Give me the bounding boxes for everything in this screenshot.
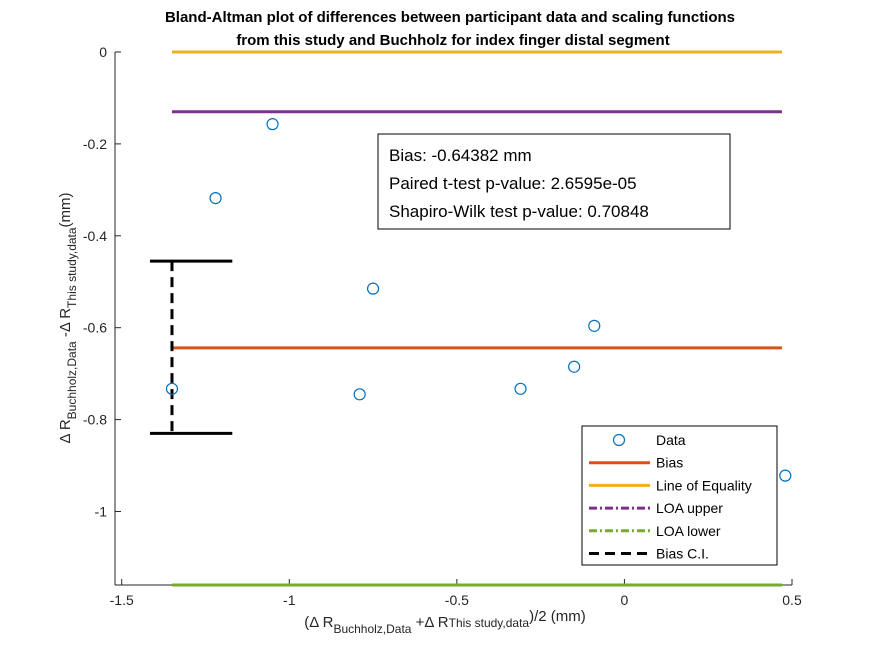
legend-label-bias: Bias xyxy=(656,455,683,471)
data-point xyxy=(209,192,222,205)
chart-title-line-1: Bland-Altman plot of differences between… xyxy=(165,9,735,26)
data-point xyxy=(568,360,581,373)
data-point xyxy=(266,118,279,131)
plot-area: -1.5 -1 -0.5 0 0.5 0 -0.2 -0.4 -0.6 -0.8 -1 xyxy=(83,44,802,608)
data-point xyxy=(165,382,179,395)
annotation-box: Bias: -0.64382 mm Paired t-test p-value:… xyxy=(377,133,731,230)
legend-label-loa_lower: LOA lower xyxy=(656,523,721,539)
legend-label-equality: Line of Equality xyxy=(656,477,752,493)
y-tick-label: -0.6 xyxy=(83,320,107,336)
x-tick-label: -0.5 xyxy=(445,592,469,608)
legend-label-loa_upper: LOA upper xyxy=(656,500,723,516)
legend: Data Bias Line of Equality LOA upper LOA low… xyxy=(581,425,778,566)
data-point xyxy=(366,282,380,295)
x-tick-label: 0.5 xyxy=(782,592,802,608)
data-point xyxy=(514,382,527,395)
x-tick-label: 0 xyxy=(621,592,629,608)
legend-marker-data xyxy=(612,433,626,447)
legend-label-data: Data xyxy=(656,432,686,448)
legend-box xyxy=(581,425,778,566)
y-tick-label: -0.8 xyxy=(83,412,107,428)
chart-title-line-2: from this study and Buchholz for index f… xyxy=(236,32,669,49)
x-axis-label: (Δ RBuchholz,Data +Δ RThis study,data)/2… xyxy=(304,608,586,636)
x-tick-label: -1.5 xyxy=(110,592,134,608)
data-point xyxy=(353,388,366,401)
annotation-ttest: Paired t-test p-value: 2.6595e-05 xyxy=(389,174,637,193)
data-point xyxy=(779,469,792,482)
y-tick-label: -0.4 xyxy=(83,228,107,244)
y-tick-label: 0 xyxy=(99,44,107,60)
annotation-bias: Bias: -0.64382 mm xyxy=(389,146,532,165)
data-point xyxy=(588,319,601,332)
legend-label-bias_ci: Bias C.I. xyxy=(656,546,709,562)
y-axis-label: Δ RBuchholz,Data -Δ RThis study,data(mm) xyxy=(57,192,79,443)
annotation-shapiro: Shapiro-Wilk test p-value: 0.70848 xyxy=(389,202,649,221)
y-tick-label: -1 xyxy=(95,503,108,519)
y-tick-label: -0.2 xyxy=(83,136,107,152)
x-tick-label: -1 xyxy=(283,592,296,608)
